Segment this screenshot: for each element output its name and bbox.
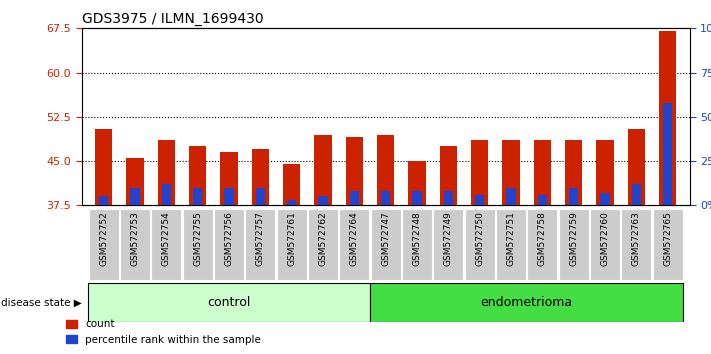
Bar bbox=[503, 141, 520, 205]
Bar bbox=[569, 188, 579, 205]
FancyBboxPatch shape bbox=[339, 209, 370, 280]
FancyBboxPatch shape bbox=[370, 209, 401, 280]
FancyBboxPatch shape bbox=[151, 209, 181, 280]
Bar bbox=[283, 164, 300, 205]
Text: endometrioma: endometrioma bbox=[481, 296, 573, 309]
Bar bbox=[319, 196, 328, 205]
Bar bbox=[314, 135, 331, 205]
Text: GDS3975 / ILMN_1699430: GDS3975 / ILMN_1699430 bbox=[82, 12, 263, 26]
Text: GSM572762: GSM572762 bbox=[319, 211, 328, 266]
Bar bbox=[565, 141, 582, 205]
FancyBboxPatch shape bbox=[433, 209, 464, 280]
Bar bbox=[381, 191, 390, 205]
Bar bbox=[600, 193, 610, 205]
Bar bbox=[659, 31, 676, 205]
Bar bbox=[95, 129, 112, 205]
Bar bbox=[193, 188, 203, 205]
Bar bbox=[408, 161, 426, 205]
Legend: count, percentile rank within the sample: count, percentile rank within the sample bbox=[62, 315, 265, 349]
Bar bbox=[224, 188, 234, 205]
FancyBboxPatch shape bbox=[590, 209, 620, 280]
FancyBboxPatch shape bbox=[88, 283, 370, 322]
FancyBboxPatch shape bbox=[245, 209, 275, 280]
Bar bbox=[506, 188, 515, 205]
Text: GSM572750: GSM572750 bbox=[475, 211, 484, 266]
Text: GSM572758: GSM572758 bbox=[538, 211, 547, 266]
FancyBboxPatch shape bbox=[621, 209, 651, 280]
Bar bbox=[377, 135, 395, 205]
FancyBboxPatch shape bbox=[89, 209, 119, 280]
Bar bbox=[189, 146, 206, 205]
Bar bbox=[663, 103, 673, 205]
Text: GSM572748: GSM572748 bbox=[412, 211, 422, 266]
Bar bbox=[220, 152, 237, 205]
Bar bbox=[444, 191, 453, 205]
FancyBboxPatch shape bbox=[183, 209, 213, 280]
Bar bbox=[350, 191, 359, 205]
Bar bbox=[475, 195, 484, 205]
Text: GSM572765: GSM572765 bbox=[663, 211, 672, 266]
Text: GSM572755: GSM572755 bbox=[193, 211, 202, 266]
Bar bbox=[628, 129, 645, 205]
FancyBboxPatch shape bbox=[528, 209, 557, 280]
FancyBboxPatch shape bbox=[370, 283, 683, 322]
Bar bbox=[99, 196, 109, 205]
Bar bbox=[161, 184, 171, 205]
Text: GSM572747: GSM572747 bbox=[381, 211, 390, 266]
FancyBboxPatch shape bbox=[402, 209, 432, 280]
Bar bbox=[538, 195, 547, 205]
Text: GSM572752: GSM572752 bbox=[100, 211, 108, 266]
Text: GSM572763: GSM572763 bbox=[632, 211, 641, 266]
Bar bbox=[252, 149, 269, 205]
Bar bbox=[631, 184, 641, 205]
FancyBboxPatch shape bbox=[214, 209, 244, 280]
Bar bbox=[597, 141, 614, 205]
Text: GSM572759: GSM572759 bbox=[570, 211, 578, 266]
FancyBboxPatch shape bbox=[308, 209, 338, 280]
Text: GSM572756: GSM572756 bbox=[225, 211, 233, 266]
Bar bbox=[130, 188, 140, 205]
Text: control: control bbox=[208, 296, 251, 309]
Text: GSM572764: GSM572764 bbox=[350, 211, 359, 266]
Bar bbox=[534, 141, 551, 205]
FancyBboxPatch shape bbox=[465, 209, 495, 280]
Bar bbox=[158, 141, 175, 205]
Text: GSM572749: GSM572749 bbox=[444, 211, 453, 266]
Text: disease state ▶: disease state ▶ bbox=[1, 298, 82, 308]
Bar bbox=[440, 146, 457, 205]
Text: GSM572760: GSM572760 bbox=[601, 211, 609, 266]
FancyBboxPatch shape bbox=[496, 209, 526, 280]
FancyBboxPatch shape bbox=[120, 209, 150, 280]
FancyBboxPatch shape bbox=[559, 209, 589, 280]
Text: GSM572754: GSM572754 bbox=[162, 211, 171, 266]
Bar bbox=[346, 137, 363, 205]
Bar bbox=[127, 158, 144, 205]
Text: GSM572757: GSM572757 bbox=[256, 211, 265, 266]
Bar bbox=[287, 200, 296, 205]
Bar bbox=[412, 191, 422, 205]
Text: GSM572753: GSM572753 bbox=[131, 211, 139, 266]
FancyBboxPatch shape bbox=[277, 209, 306, 280]
Bar bbox=[256, 188, 265, 205]
FancyBboxPatch shape bbox=[653, 209, 683, 280]
Text: GSM572751: GSM572751 bbox=[506, 211, 515, 266]
Bar bbox=[471, 141, 488, 205]
Text: GSM572761: GSM572761 bbox=[287, 211, 296, 266]
